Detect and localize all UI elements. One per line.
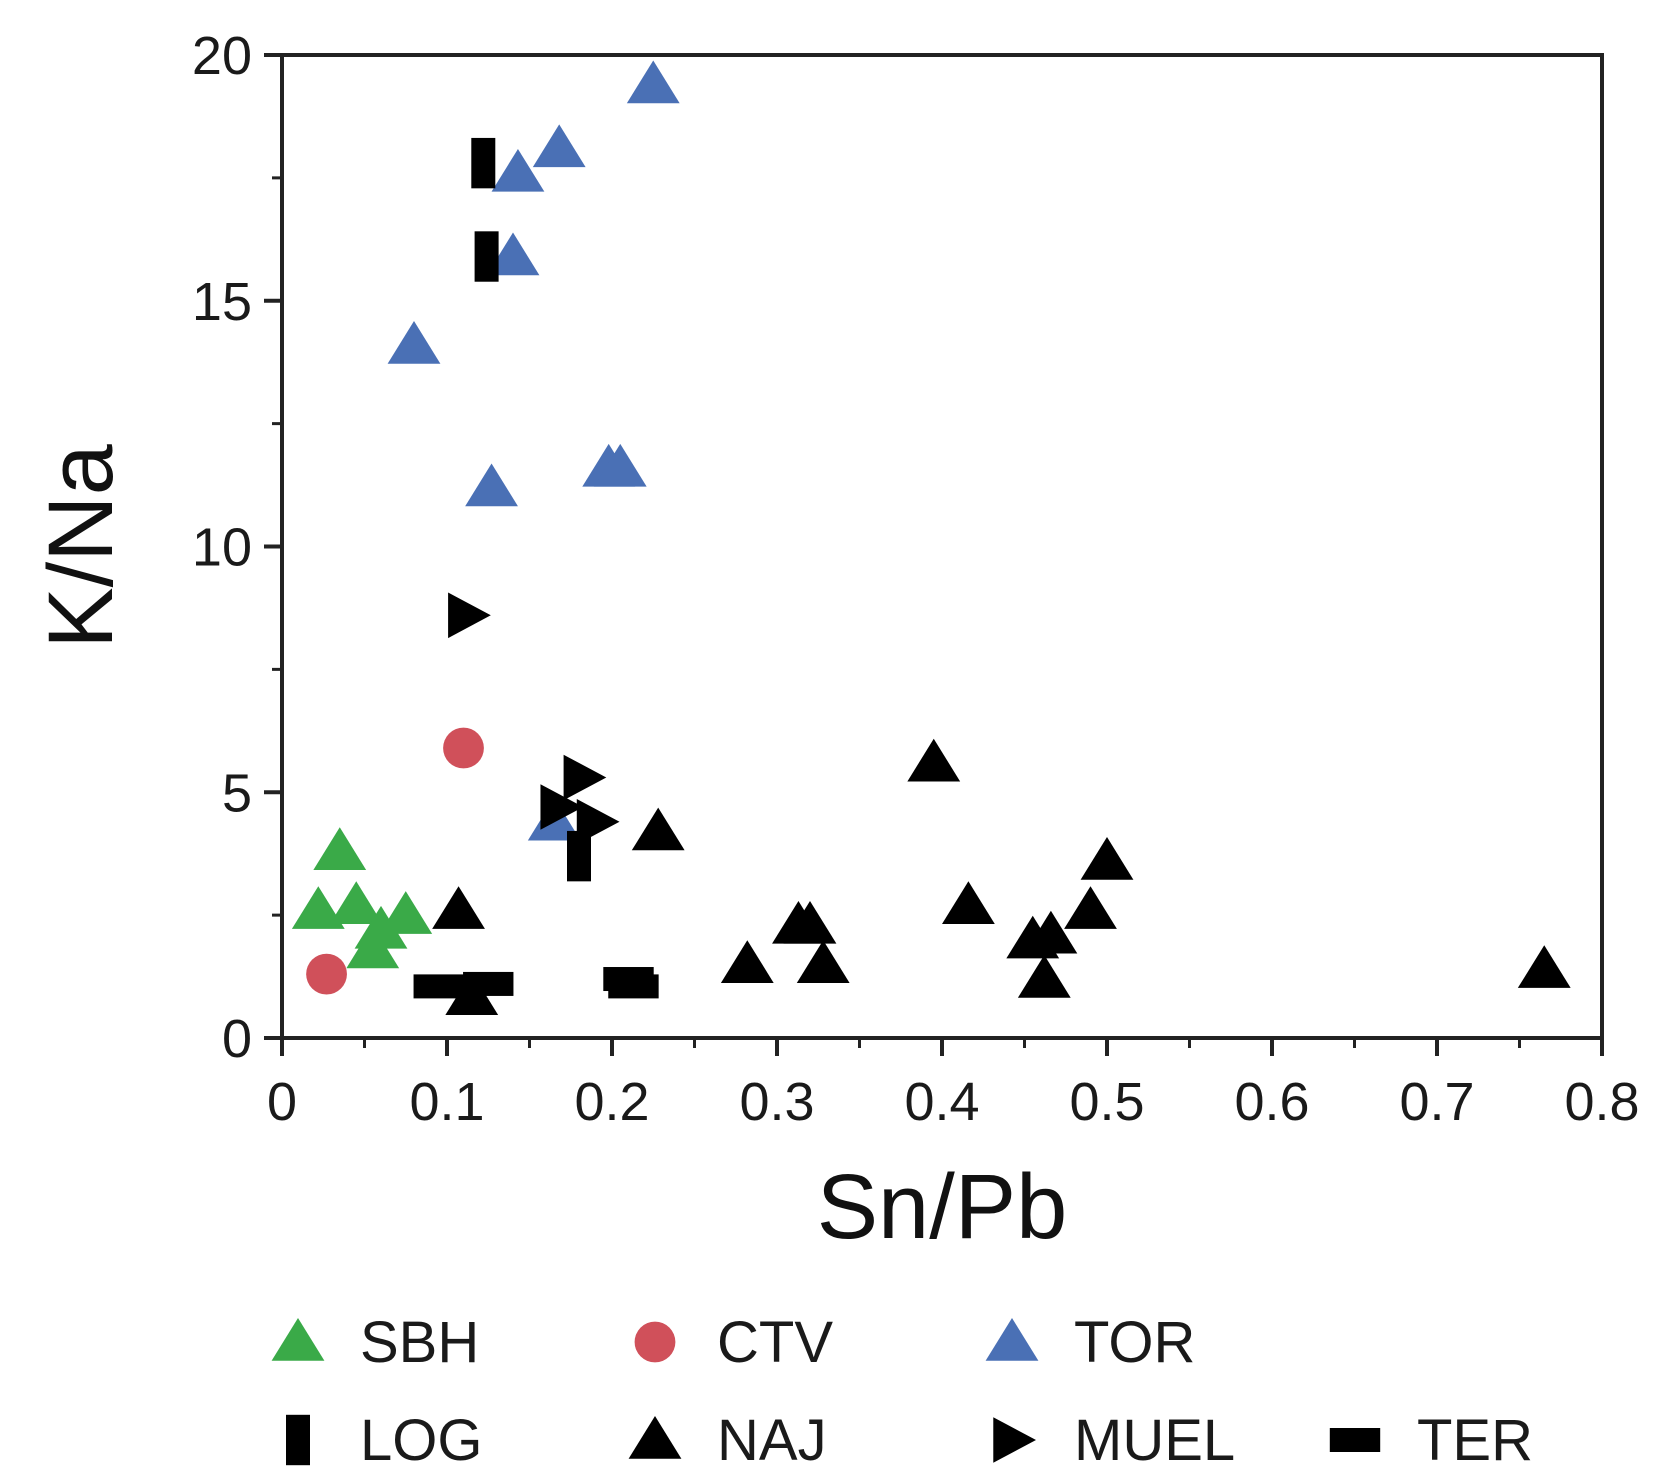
legend-label-ctv: CTV [717, 1310, 833, 1375]
point-sbh [379, 891, 433, 934]
point-naj [1517, 945, 1571, 988]
legend-item-tor: TOR [985, 1310, 1195, 1375]
y-axis-ticks: 0 5 10 15 20 [192, 26, 282, 1069]
series-naj [432, 738, 1571, 1015]
point-ctv [306, 953, 347, 995]
y-axis-title: K/Na [30, 443, 132, 648]
x-tick-label: 0.4 [904, 1072, 979, 1132]
y-tick-label: 0 [222, 1009, 252, 1069]
legend-label-naj: NAJ [717, 1408, 827, 1473]
point-naj [432, 886, 485, 929]
legend-marker-muel [993, 1417, 1036, 1463]
point-tor [486, 232, 540, 276]
point-ctv [443, 727, 484, 769]
legend-marker-naj [628, 1416, 682, 1459]
legend: SBH CTV TOR LOG NAJ MUEL TER [271, 1310, 1533, 1473]
point-tor [626, 60, 680, 104]
point-ter [413, 974, 464, 999]
legend-label-tor: TOR [1074, 1310, 1195, 1375]
point-ter [608, 974, 659, 999]
data-points [291, 60, 1571, 1015]
point-tor [593, 443, 647, 487]
legend-label-sbh: SBH [360, 1310, 479, 1375]
point-naj [907, 738, 961, 782]
point-muel [563, 754, 607, 801]
legend-label-ter: TER [1417, 1408, 1533, 1473]
x-axis-ticks: 0 0.1 0.2 0.3 0.4 0.5 0.6 0.7 0.8 [267, 1038, 1640, 1132]
point-muel [448, 592, 491, 639]
legend-label-muel: MUEL [1074, 1408, 1235, 1473]
point-tor [532, 124, 586, 168]
y-tick-label: 5 [222, 763, 252, 823]
x-tick-label: 0 [267, 1072, 297, 1132]
point-naj [1064, 886, 1117, 929]
legend-label-log: LOG [360, 1408, 483, 1473]
point-naj [720, 940, 774, 983]
point-muel [540, 784, 584, 830]
x-tick-label: 0.7 [1399, 1072, 1474, 1132]
point-naj [1024, 910, 1078, 954]
point-sbh [313, 827, 367, 870]
legend-item-ctv: CTV [634, 1310, 833, 1375]
point-naj [631, 807, 685, 851]
axes [280, 53, 1604, 1040]
legend-marker-log [286, 1414, 310, 1466]
legend-item-sbh: SBH [271, 1310, 479, 1375]
legend-marker-tor [985, 1318, 1039, 1361]
x-tick-label: 0.2 [574, 1072, 649, 1132]
point-ter [463, 971, 514, 996]
x-tick-label: 0.8 [1564, 1072, 1639, 1132]
point-log [471, 137, 496, 189]
y-tick-label: 15 [192, 272, 252, 332]
series-muel [448, 592, 620, 845]
legend-item-muel: MUEL [993, 1408, 1235, 1473]
legend-item-naj: NAJ [628, 1408, 827, 1473]
point-naj [783, 900, 837, 944]
point-naj [1080, 837, 1134, 880]
legend-item-log: LOG [286, 1408, 483, 1473]
legend-item-ter: TER [1329, 1408, 1533, 1473]
point-naj [942, 881, 995, 925]
y-tick-label: 20 [192, 26, 252, 86]
x-tick-label: 0.1 [409, 1072, 484, 1132]
point-log [474, 231, 499, 282]
legend-marker-ctv [634, 1321, 676, 1363]
legend-marker-ter [1329, 1428, 1381, 1452]
point-naj [1017, 955, 1071, 998]
plot-frame [280, 53, 1604, 1040]
point-sbh [329, 881, 383, 925]
series-ter [413, 967, 659, 999]
x-tick-label: 0.3 [739, 1072, 814, 1132]
series-sbh [291, 827, 433, 969]
series-ctv [306, 727, 484, 995]
point-tor [465, 463, 518, 507]
point-naj [796, 940, 850, 983]
point-muel [576, 798, 620, 845]
x-tick-label: 0.5 [1069, 1072, 1144, 1132]
y-tick-label: 10 [192, 518, 252, 578]
x-axis-title: Sn/Pb [817, 1156, 1068, 1258]
x-tick-label: 0.6 [1234, 1072, 1309, 1132]
point-sbh [354, 905, 408, 949]
point-tor [491, 148, 545, 192]
series-tor [387, 60, 680, 841]
legend-marker-sbh [271, 1318, 325, 1361]
point-sbh [291, 886, 345, 929]
point-tor [387, 320, 441, 364]
